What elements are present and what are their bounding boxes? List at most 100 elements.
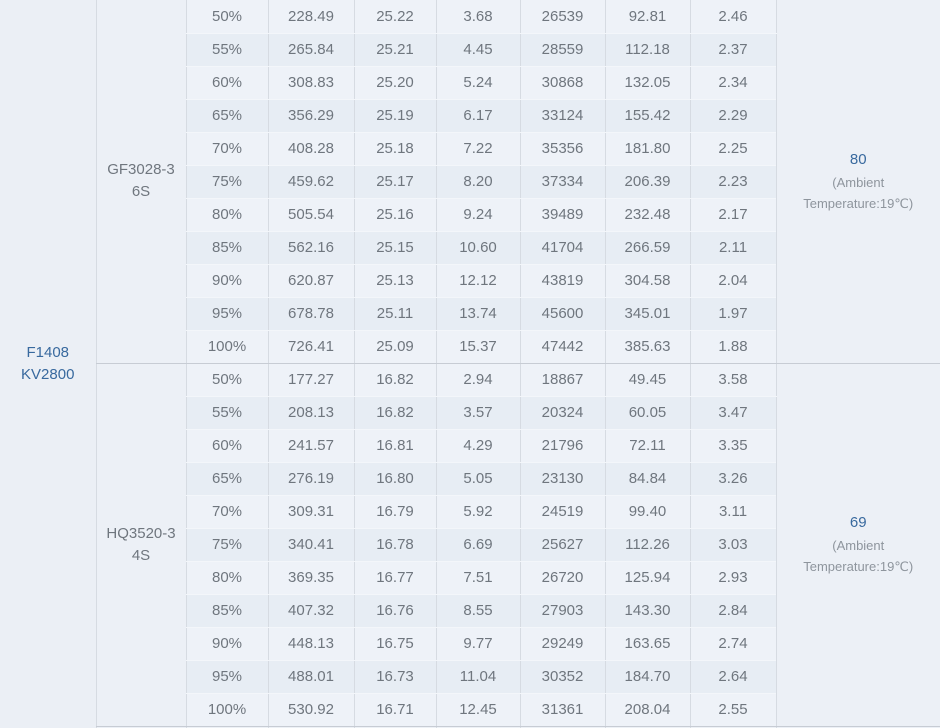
cell-rpm: 30352: [519, 660, 605, 694]
cell-rpm: 23130: [519, 462, 605, 496]
cell-voltage: 25.09: [353, 330, 436, 364]
cell-voltage: 25.11: [353, 297, 436, 331]
cutoff-cell: [353, 726, 436, 728]
temperature-value: 69: [849, 514, 867, 531]
cell-current: 2.94: [435, 363, 520, 397]
cell-power: 385.63: [604, 330, 690, 364]
cell-voltage: 16.80: [353, 462, 436, 496]
cell-efficiency: 2.64: [689, 660, 776, 694]
cell-thrust: 448.13: [267, 627, 354, 661]
cell-voltage: 16.73: [353, 660, 436, 694]
cell-current: 7.51: [435, 561, 520, 595]
cell-thrust: 562.16: [267, 231, 354, 265]
cell-voltage: 25.21: [353, 33, 436, 67]
cell-power: 99.40: [604, 495, 690, 529]
propeller-cell: GF3028-3 6S: [95, 0, 186, 364]
cell-power: 232.48: [604, 198, 690, 232]
cell-voltage: 16.82: [353, 363, 436, 397]
cell-power: 345.01: [604, 297, 690, 331]
cell-throttle: 70%: [185, 132, 268, 166]
cell-current: 13.74: [435, 297, 520, 331]
cell-current: 10.60: [435, 231, 520, 265]
cell-rpm: 24519: [519, 495, 605, 529]
cell-current: 7.22: [435, 132, 520, 166]
cell-thrust: 228.49: [267, 0, 354, 34]
cell-current: 4.29: [435, 429, 520, 463]
cell-rpm: 45600: [519, 297, 605, 331]
cell-current: 12.12: [435, 264, 520, 298]
cell-voltage: 25.19: [353, 99, 436, 133]
cell-rpm: 35356: [519, 132, 605, 166]
table-row: 65% 276.19 16.80 5.05 23130 84.84 3.26: [0, 462, 940, 496]
cell-power: 304.58: [604, 264, 690, 298]
cell-current: 12.45: [435, 693, 520, 727]
table-row: HQ3520-3 4S 50% 177.27 16.82 2.94 18867 4…: [0, 363, 940, 727]
cell-current: 5.05: [435, 462, 520, 496]
cell-rpm: 18867: [519, 363, 605, 397]
cell-efficiency: 2.93: [689, 561, 776, 595]
cell-throttle: 85%: [185, 594, 268, 628]
cell-efficiency: 2.04: [689, 264, 776, 298]
cell-thrust: 177.27: [267, 363, 354, 397]
table-row: 95% 678.78 25.11 13.74 45600 345.01 1.97: [0, 297, 940, 331]
cell-voltage: 16.75: [353, 627, 436, 661]
table-row: 75% 459.62 25.17 8.20 37334 206.39 2.23: [0, 165, 940, 199]
cell-voltage: 25.20: [353, 66, 436, 100]
cutoff-cell: [689, 726, 776, 728]
cell-current: 4.45: [435, 33, 520, 67]
cell-thrust: 505.54: [267, 198, 354, 232]
cell-throttle: 90%: [185, 264, 268, 298]
cell-thrust: 678.78: [267, 297, 354, 331]
cell-power: 206.39: [604, 165, 690, 199]
table-row: 70% 309.31 16.79 5.92 24519 99.40 3.11: [0, 495, 940, 529]
cell-rpm: 27903: [519, 594, 605, 628]
cell-thrust: 208.13: [267, 396, 354, 430]
cell-throttle: 60%: [185, 66, 268, 100]
cell-thrust: 620.87: [267, 264, 354, 298]
cell-thrust: 726.41: [267, 330, 354, 364]
cell-thrust: 241.57: [267, 429, 354, 463]
cell-throttle: 90%: [185, 627, 268, 661]
cell-current: 15.37: [435, 330, 520, 364]
cell-power: 155.42: [604, 99, 690, 133]
cell-power: 112.18: [604, 33, 690, 67]
cell-rpm: 25627: [519, 528, 605, 562]
cell-thrust: 356.29: [267, 99, 354, 133]
cell-efficiency: 1.88: [689, 330, 776, 364]
cutoff-cell: [435, 726, 520, 728]
cell-power: 125.94: [604, 561, 690, 595]
cell-efficiency: 3.58: [689, 363, 776, 397]
cell-efficiency: 2.29: [689, 99, 776, 133]
cell-throttle: 85%: [185, 231, 268, 265]
cell-power: 266.59: [604, 231, 690, 265]
cell-thrust: 459.62: [267, 165, 354, 199]
table-row: 90% 620.87 25.13 12.12 43819 304.58 2.04: [0, 264, 940, 298]
cutoff-row: [0, 726, 940, 728]
cell-power: 184.70: [604, 660, 690, 694]
cell-efficiency: 2.34: [689, 66, 776, 100]
cell-power: 60.05: [604, 396, 690, 430]
cell-power: 181.80: [604, 132, 690, 166]
cell-efficiency: 2.11: [689, 231, 776, 265]
cell-power: 49.45: [604, 363, 690, 397]
table-row: 100% 530.92 16.71 12.45 31361 208.04 2.5…: [0, 693, 940, 727]
cell-efficiency: 2.37: [689, 33, 776, 67]
cell-thrust: 276.19: [267, 462, 354, 496]
temperature-cell: 69 (Ambient Temperature:19℃): [775, 363, 940, 727]
cell-throttle: 55%: [185, 396, 268, 430]
table-row: 100% 726.41 25.09 15.37 47442 385.63 1.8…: [0, 330, 940, 364]
cell-current: 5.24: [435, 66, 520, 100]
cell-throttle: 80%: [185, 561, 268, 595]
cell-throttle: 50%: [185, 363, 268, 397]
cell-current: 9.77: [435, 627, 520, 661]
cell-voltage: 16.76: [353, 594, 436, 628]
cell-thrust: 408.28: [267, 132, 354, 166]
cell-efficiency: 2.84: [689, 594, 776, 628]
cell-thrust: 308.83: [267, 66, 354, 100]
cell-efficiency: 2.17: [689, 198, 776, 232]
cell-thrust: 340.41: [267, 528, 354, 562]
cell-current: 5.92: [435, 495, 520, 529]
cell-rpm: 30868: [519, 66, 605, 100]
cell-efficiency: 2.23: [689, 165, 776, 199]
